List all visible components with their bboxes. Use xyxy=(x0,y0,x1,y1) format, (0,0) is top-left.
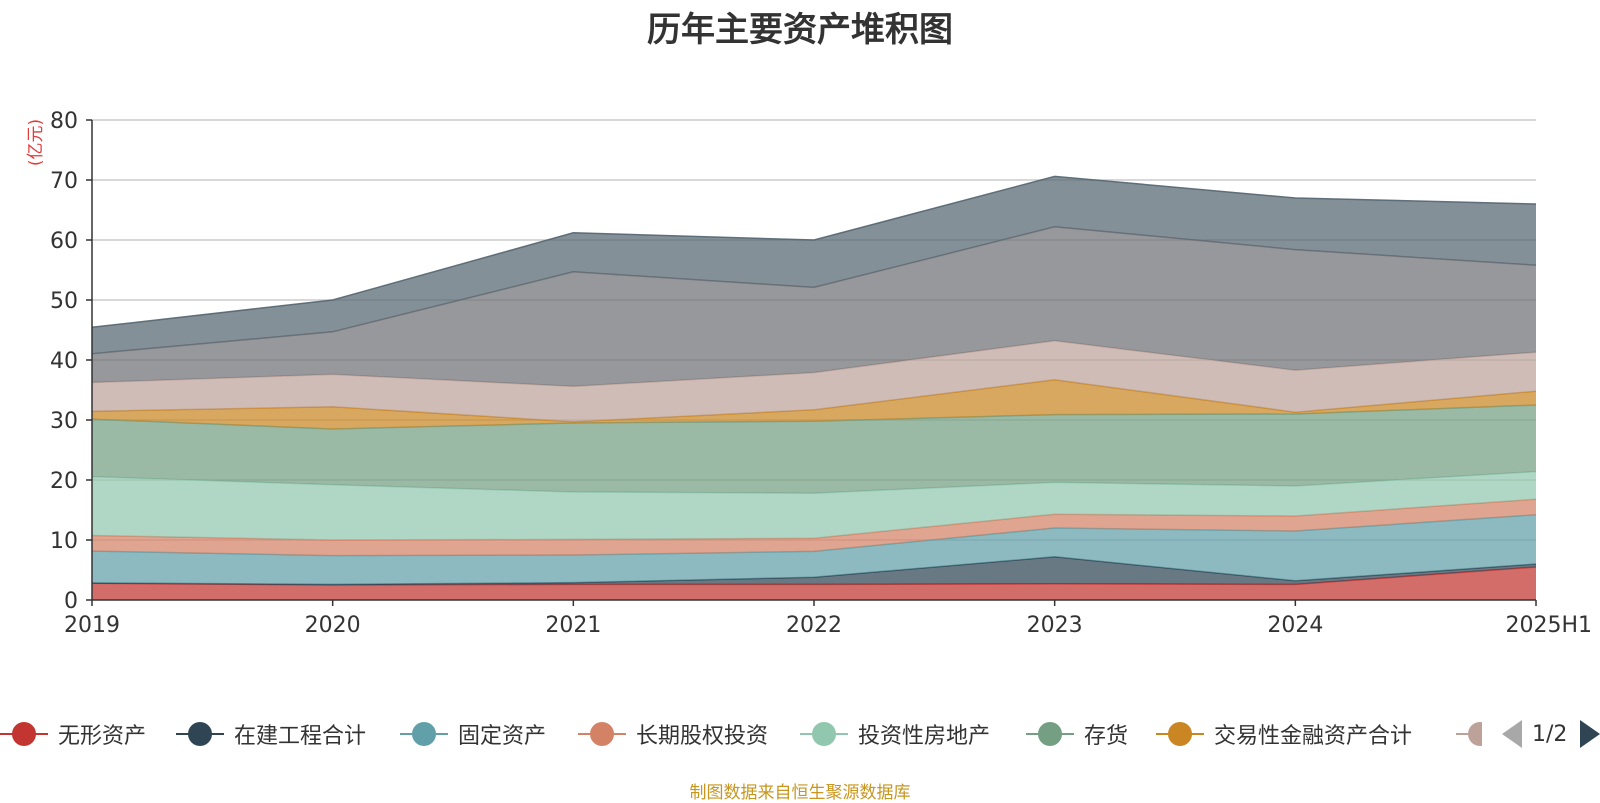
legend-label: 无形资产 xyxy=(58,724,147,749)
area-series-9[interactable] xyxy=(92,176,1536,354)
area-series-0[interactable] xyxy=(92,567,1536,600)
chart-title: 历年主要资产堆积图 xyxy=(647,10,953,50)
stacked-areas xyxy=(91,175,1537,600)
x-tick-label: 2020 xyxy=(305,613,361,638)
legend-item[interactable]: 无形资产 xyxy=(0,716,146,752)
legend-marker-icon xyxy=(800,722,848,746)
legend-item[interactable]: 交易性金融资产合计 xyxy=(1156,716,1412,752)
area-series-7[interactable] xyxy=(92,340,1536,422)
x-tick-label: 2022 xyxy=(786,613,842,638)
legend-label: 交易性金融资产合计 xyxy=(1214,724,1413,749)
area-series-5[interactable] xyxy=(92,405,1536,494)
legend-marker-icon xyxy=(0,722,48,746)
legend-marker-icon xyxy=(400,722,448,746)
x-tick-label: 2025H1 xyxy=(1505,613,1592,638)
y-tick-label: 0 xyxy=(64,589,78,614)
legend-item[interactable]: 固定资产 xyxy=(400,716,546,752)
x-tick-label: 2024 xyxy=(1267,613,1323,638)
legend-item-clipped[interactable] xyxy=(1456,716,1482,752)
legend-marker-icon xyxy=(578,722,626,746)
legend-label: 存货 xyxy=(1084,724,1129,749)
area-series-line-9 xyxy=(91,175,1537,329)
area-series-6[interactable] xyxy=(92,379,1536,429)
legend-marker-icon xyxy=(176,722,224,746)
legend-prev-arrow-icon[interactable] xyxy=(1502,720,1522,748)
legend-next-arrow-icon[interactable] xyxy=(1580,720,1600,748)
area-series-2[interactable] xyxy=(92,514,1536,585)
area-series-8[interactable] xyxy=(92,226,1536,387)
legend: 无形资产 在建工程合计 固定资产 长期股权投资 投资性房地产 存货 交易性金融资产合计 xyxy=(0,716,1600,756)
source-note: 制图数据来自恒生聚源数据库 xyxy=(689,783,911,803)
area-series-1[interactable] xyxy=(92,556,1536,585)
x-tick-label: 2021 xyxy=(545,613,601,638)
y-tick-label: 60 xyxy=(50,229,78,254)
x-tick-label: 2019 xyxy=(64,613,120,638)
legend-item[interactable]: 投资性房地产 xyxy=(800,716,990,752)
y-tick-label: 50 xyxy=(50,289,78,314)
y-tick-label: 70 xyxy=(50,169,78,194)
y-axis-unit-label: (亿元) xyxy=(26,118,47,167)
legend-item[interactable]: 存货 xyxy=(1026,716,1128,752)
legend-label: 投资性房地产 xyxy=(858,724,991,749)
legend-marker-icon xyxy=(1456,722,1482,746)
legend-label: 固定资产 xyxy=(458,724,547,749)
x-tick-label: 2023 xyxy=(1027,613,1083,638)
y-tick-label: 10 xyxy=(50,529,78,554)
legend-pager: 1/2 xyxy=(1496,716,1600,756)
legend-item[interactable]: 在建工程合计 xyxy=(176,716,366,752)
legend-marker-icon xyxy=(1156,722,1204,746)
y-tick-label: 20 xyxy=(50,469,78,494)
y-tick-label: 30 xyxy=(50,409,78,434)
legend-item[interactable]: 长期股权投资 xyxy=(578,716,768,752)
y-axis-unit: (亿元) xyxy=(14,118,50,170)
legend-marker-icon xyxy=(1026,722,1074,746)
y-tick-label: 40 xyxy=(50,349,78,374)
legend-label: 在建工程合计 xyxy=(234,724,367,749)
y-tick-label: 80 xyxy=(50,109,78,134)
axes: 0 10 20 30 40 50 60 70 80 2019 2020 2021 2022 2023 202… xyxy=(50,109,1592,638)
legend-label: 长期股权投资 xyxy=(636,724,769,749)
area-series-3[interactable] xyxy=(92,499,1536,556)
legend-page-indicator: 1/2 xyxy=(1532,722,1568,747)
